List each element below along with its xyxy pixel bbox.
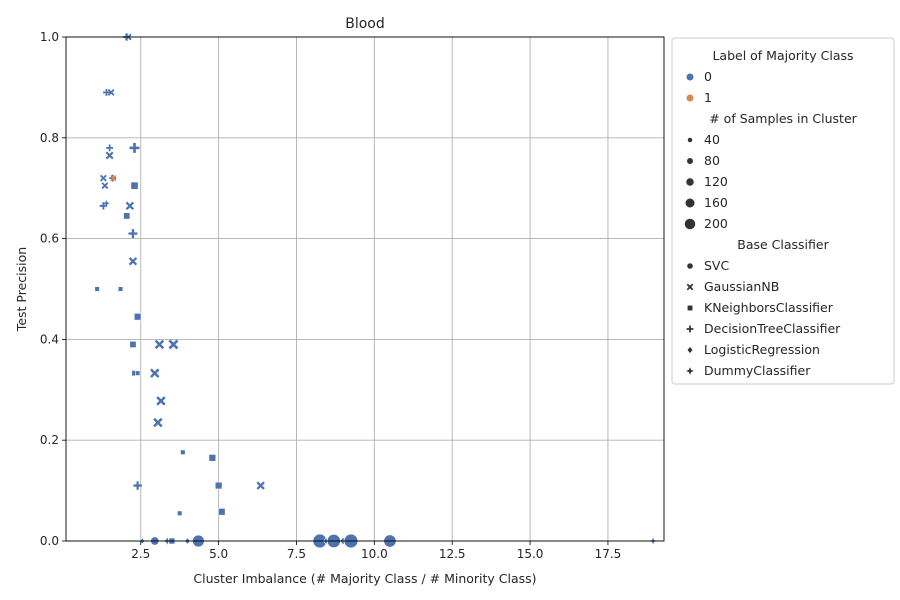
legend-style-title: Base Classifier bbox=[737, 237, 829, 252]
legend-size-item-label: 160 bbox=[704, 195, 728, 210]
legend-style-item-label: KNeighborsClassifier bbox=[704, 300, 834, 315]
x-tick-label: 17.5 bbox=[595, 547, 622, 561]
y-tick-label: 0.0 bbox=[40, 534, 59, 548]
legend-size-item: 200 bbox=[684, 216, 728, 231]
data-point-x bbox=[125, 201, 135, 211]
data-point-x bbox=[128, 257, 138, 266]
legend-hue-item: 0 bbox=[686, 69, 712, 84]
legend-style-item-label: LogisticRegression bbox=[704, 342, 820, 357]
legend-size-item-label: 40 bbox=[704, 132, 720, 147]
legend-style-item: DummyClassifier bbox=[686, 363, 811, 378]
x-tick-label: 15.0 bbox=[517, 547, 544, 561]
star-marker-icon bbox=[686, 367, 694, 375]
legend-size-item: 80 bbox=[687, 153, 720, 168]
data-point-x bbox=[99, 174, 107, 182]
data-point-plus bbox=[129, 142, 140, 153]
legend-hue-item: 1 bbox=[686, 90, 712, 105]
legend-style-item: LogisticRegression bbox=[686, 342, 820, 357]
legend-style-item: KNeighborsClassifier bbox=[686, 300, 834, 315]
legend-style-item-label: DummyClassifier bbox=[704, 363, 811, 378]
legend-style-item: SVC bbox=[686, 258, 729, 273]
legend-size-item-label: 200 bbox=[704, 216, 728, 231]
x-tick-label: 7.5 bbox=[287, 547, 306, 561]
y-tick-label: 0.8 bbox=[40, 131, 59, 145]
data-point-square bbox=[133, 313, 142, 321]
legend-style-item: GaussianNB bbox=[686, 279, 779, 294]
legend-size-item: 120 bbox=[686, 174, 728, 189]
legend-style-item-label: SVC bbox=[704, 258, 729, 273]
x-tick-label: 10.0 bbox=[361, 547, 388, 561]
plus-marker-icon bbox=[686, 325, 694, 333]
data-point-square bbox=[177, 510, 183, 516]
data-point-square bbox=[117, 286, 124, 292]
data-point-square bbox=[218, 508, 226, 516]
y-tick-label: 0.2 bbox=[40, 433, 59, 447]
data-point-x bbox=[110, 174, 117, 182]
data-point-square bbox=[129, 340, 137, 348]
x-tick-label: 5.0 bbox=[209, 547, 228, 561]
data-points bbox=[94, 33, 657, 549]
x-tick-label: 12.5 bbox=[439, 547, 466, 561]
data-point-plus bbox=[133, 481, 142, 490]
data-point-x bbox=[150, 368, 160, 378]
data-point-x bbox=[105, 151, 114, 160]
data-point-square bbox=[123, 212, 131, 220]
data-point-square bbox=[208, 454, 217, 462]
y-tick-label: 0.6 bbox=[40, 232, 59, 246]
square-marker-icon bbox=[686, 304, 694, 312]
data-point-x bbox=[101, 182, 109, 190]
legend-size-item: 160 bbox=[685, 195, 728, 210]
legend-size-item-label: 120 bbox=[704, 174, 728, 189]
data-point-plus bbox=[106, 144, 114, 152]
grid-lines bbox=[66, 36, 664, 542]
legend-style-item: DecisionTreeClassifier bbox=[686, 321, 841, 336]
diamond-marker-icon bbox=[686, 345, 694, 355]
circle-marker-icon bbox=[686, 262, 694, 270]
data-point-x bbox=[168, 339, 179, 350]
data-point-square bbox=[214, 481, 223, 490]
data-point-star bbox=[103, 200, 110, 207]
legend-size-title: # of Samples in Cluster bbox=[709, 111, 857, 126]
legend-style-item-label: DecisionTreeClassifier bbox=[704, 321, 841, 336]
x-marker-icon bbox=[686, 283, 694, 291]
data-point-x bbox=[107, 89, 115, 96]
legend-size-item: 40 bbox=[687, 132, 720, 147]
data-point-square bbox=[180, 449, 186, 455]
chart-title: Blood bbox=[345, 16, 385, 32]
y-axis-label: Test Precision bbox=[14, 247, 29, 332]
data-point-plus bbox=[103, 89, 110, 96]
legend-hue-item-label: 1 bbox=[704, 90, 712, 105]
y-tick-label: 1.0 bbox=[40, 30, 59, 44]
axis-ticks: 2.5 5.0 7.5 10.0 12.5 15.0 17.5 0.0 0.2 0.4 0.6 0.8… bbox=[40, 30, 621, 561]
data-point-x bbox=[154, 339, 165, 350]
legend-size-item-label: 80 bbox=[704, 153, 720, 168]
legend-box bbox=[671, 37, 895, 385]
data-point-x bbox=[256, 481, 265, 490]
legend-hue-item-label: 0 bbox=[704, 69, 712, 84]
data-point-x bbox=[153, 417, 163, 428]
x-tick-label: 2.5 bbox=[131, 547, 150, 561]
y-tick-label: 0.4 bbox=[40, 332, 59, 346]
data-point-x bbox=[156, 396, 166, 406]
x-axis-label: Cluster Imbalance (# Majority Class / # … bbox=[193, 571, 536, 586]
data-point-square bbox=[134, 370, 141, 376]
legend-hue-title: Label of Majority Class bbox=[712, 48, 853, 63]
legend-style-item-label: GaussianNB bbox=[704, 279, 779, 294]
data-point-square bbox=[130, 181, 139, 190]
data-point-square bbox=[94, 286, 100, 292]
plot-frame bbox=[65, 36, 665, 542]
data-point-plus bbox=[128, 229, 138, 239]
